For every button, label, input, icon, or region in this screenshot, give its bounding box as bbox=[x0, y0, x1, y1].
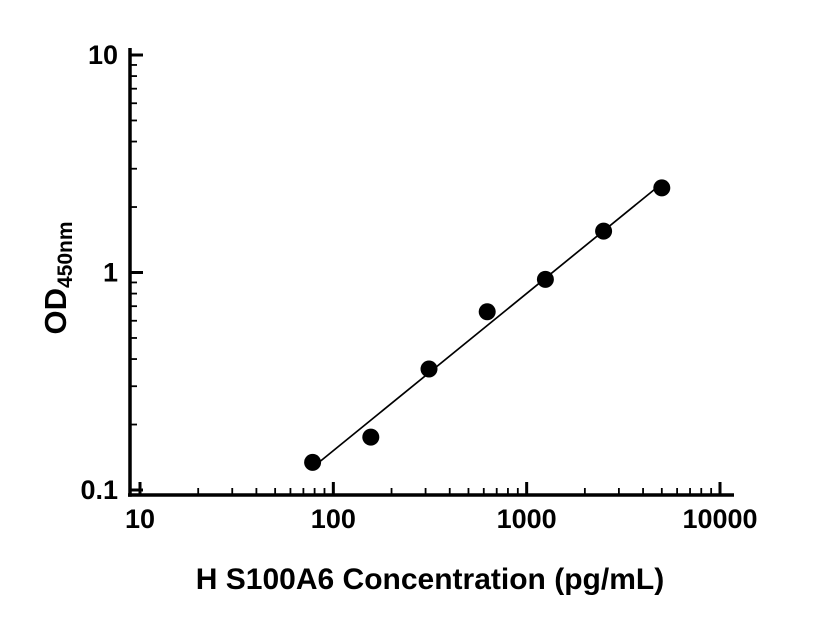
data-point bbox=[304, 453, 322, 471]
x-tick-label: 10000 bbox=[682, 504, 757, 534]
data-point bbox=[536, 270, 554, 288]
x-tick-label: 1000 bbox=[497, 504, 557, 534]
data-point bbox=[595, 222, 613, 240]
x-axis-title: H S100A6 Concentration (pg/mL) bbox=[195, 563, 665, 596]
y-tick-label: 0.1 bbox=[80, 475, 118, 505]
data-point bbox=[653, 179, 671, 197]
y-axis-title-subscript: 450nm bbox=[54, 221, 77, 289]
y-axis-title: OD450nm bbox=[38, 221, 78, 334]
y-tick-label: 10 bbox=[88, 40, 118, 70]
data-point bbox=[362, 428, 380, 446]
y-tick-label: 1 bbox=[103, 258, 118, 288]
data-point bbox=[478, 303, 496, 321]
x-tick-label: 10 bbox=[125, 504, 155, 534]
y-axis-title-main: OD bbox=[38, 288, 73, 335]
data-point bbox=[420, 360, 438, 378]
x-tick-label: 100 bbox=[311, 504, 356, 534]
